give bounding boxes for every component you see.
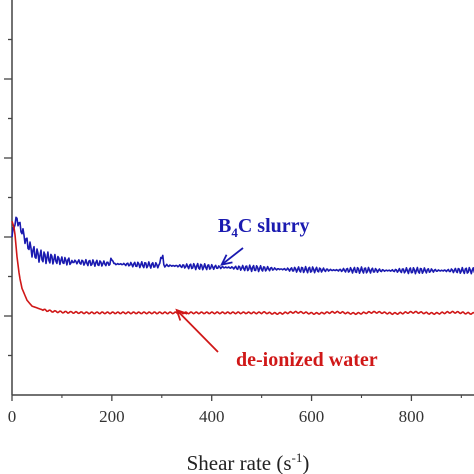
series-line-de-ionized-water	[11, 220, 474, 316]
x-tick-label-400: 400	[199, 407, 225, 426]
annotation-b4c-subscript: 4	[231, 225, 238, 240]
annotation-b4c-rest: C slurry	[238, 215, 310, 237]
annotation-b4c-slurry: B4C slurry	[218, 215, 310, 240]
y-ticks	[4, 38, 12, 357]
annotation-arrow-b4c-slurry	[220, 247, 244, 266]
x-tick-label-600: 600	[299, 407, 325, 426]
x-tick-label-0: 0	[8, 407, 17, 426]
x-ticks: 0 200 400 600 800	[8, 395, 462, 426]
x-tick-label-800: 800	[399, 407, 425, 426]
series-layer	[11, 216, 474, 316]
annotation-arrow-de-ionized-water	[175, 308, 219, 353]
annotation-de-ionized-water: de-ionized water	[236, 349, 378, 371]
plot-area	[11, 0, 474, 396]
x-tick-label-200: 200	[99, 407, 125, 426]
annotation-b4c-main: B	[218, 215, 231, 237]
series-line-b4c-slurry	[11, 216, 474, 275]
x-axis-label: Shear rate (s-1)	[187, 450, 310, 474]
annotation-layer: B4C slurry de-ionized water	[175, 215, 378, 371]
